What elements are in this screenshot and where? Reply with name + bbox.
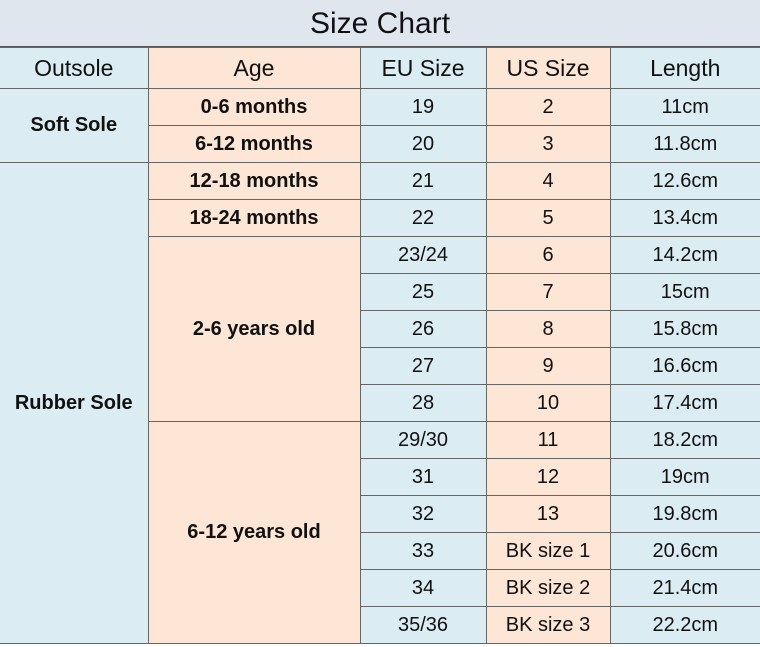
eu-cell: 21: [359, 162, 487, 200]
age-cell: 18-24 months: [148, 199, 361, 237]
length-cell: 11.8cm: [609, 125, 760, 163]
length-cell: 12.6cm: [609, 162, 760, 200]
us-cell: 5: [485, 199, 611, 237]
length-cell: 11cm: [609, 88, 760, 126]
eu-cell: 26: [360, 310, 487, 348]
size-table: Outsole Age EU Size US Size Length Soft Sole…: [0, 47, 760, 644]
row: 32 13 19.8cm: [0, 495, 760, 533]
eu-cell: 34: [360, 569, 487, 607]
eu-cell: 32: [360, 495, 487, 533]
header-cell: Age: [147, 47, 361, 89]
us-cell: BK size 3: [485, 606, 611, 644]
us-cell: 13: [485, 495, 611, 533]
row: 28 10 17.4cm: [0, 384, 760, 422]
outsole-cell: Rubber Sole: [0, 162, 149, 644]
length-cell: 15cm: [609, 273, 760, 311]
row: 6-12 years old 29/30 11 18.2cm: [0, 421, 760, 644]
row: Soft Sole 0-6 months 19 2 11cm: [0, 88, 760, 163]
eu-cell: 23/24: [359, 236, 487, 274]
eu-cell: 19: [359, 88, 487, 126]
age-cell: 12-18 months: [147, 162, 361, 200]
age-cell: 0-6 months: [147, 88, 361, 126]
us-cell: 9: [485, 347, 611, 385]
age-cell: 2-6 years old: [148, 236, 361, 422]
row: 33 BK size 1 20.6cm: [0, 532, 760, 570]
age-cell: 6-12 years old: [148, 421, 361, 644]
us-cell: 6: [485, 236, 611, 274]
length-cell: 16.6cm: [609, 347, 760, 385]
eu-cell: 27: [360, 347, 487, 385]
us-cell: 2: [485, 88, 611, 126]
length-cell: 14.2cm: [609, 236, 760, 274]
length-cell: 18.2cm: [609, 421, 760, 459]
us-cell: 3: [485, 125, 611, 163]
length-cell: 21.4cm: [609, 569, 760, 607]
row: 27 9 16.6cm: [0, 347, 760, 385]
eu-cell: 31: [360, 458, 487, 496]
title: Size Chart: [0, 0, 760, 47]
header-cell: Length: [609, 47, 760, 89]
us-cell: BK size 1: [485, 532, 611, 570]
us-cell: 4: [485, 162, 611, 200]
row: 35/36 BK size 3 22.2cm: [0, 606, 760, 644]
header-cell: Outsole: [0, 47, 149, 89]
eu-cell: 20: [359, 125, 487, 163]
outsole-cell: Soft Sole: [0, 88, 149, 163]
us-cell: 11: [485, 421, 611, 459]
row: 2-6 years old 23/24 6 14.2cm: [0, 236, 760, 422]
us-cell: 10: [485, 384, 611, 422]
row: 25 7 15cm: [0, 273, 760, 311]
eu-cell: 33: [360, 532, 487, 570]
us-cell: 8: [485, 310, 611, 348]
length-cell: 19cm: [609, 458, 760, 496]
header-cell: US Size: [485, 47, 611, 89]
us-cell: BK size 2: [485, 569, 611, 607]
length-cell: 13.4cm: [609, 199, 760, 237]
us-cell: 12: [485, 458, 611, 496]
length-cell: 19.8cm: [609, 495, 760, 533]
eu-cell: 25: [360, 273, 487, 311]
length-cell: 17.4cm: [609, 384, 760, 422]
eu-cell: 28: [360, 384, 487, 422]
us-cell: 7: [485, 273, 611, 311]
length-cell: 20.6cm: [609, 532, 760, 570]
eu-cell: 29/30: [359, 421, 487, 459]
eu-cell: 35/36: [360, 606, 487, 644]
row: 26 8 15.8cm: [0, 310, 760, 348]
row: 34 BK size 2 21.4cm: [0, 569, 760, 607]
age-cell: 6-12 months: [148, 125, 361, 163]
length-cell: 22.2cm: [609, 606, 760, 644]
row: Rubber Sole 12-18 months 21 4 12.6cm: [0, 162, 760, 644]
header-row: Outsole Age EU Size US Size Length: [0, 47, 760, 89]
eu-cell: 22: [359, 199, 487, 237]
length-cell: 15.8cm: [609, 310, 760, 348]
header-cell: EU Size: [359, 47, 487, 89]
